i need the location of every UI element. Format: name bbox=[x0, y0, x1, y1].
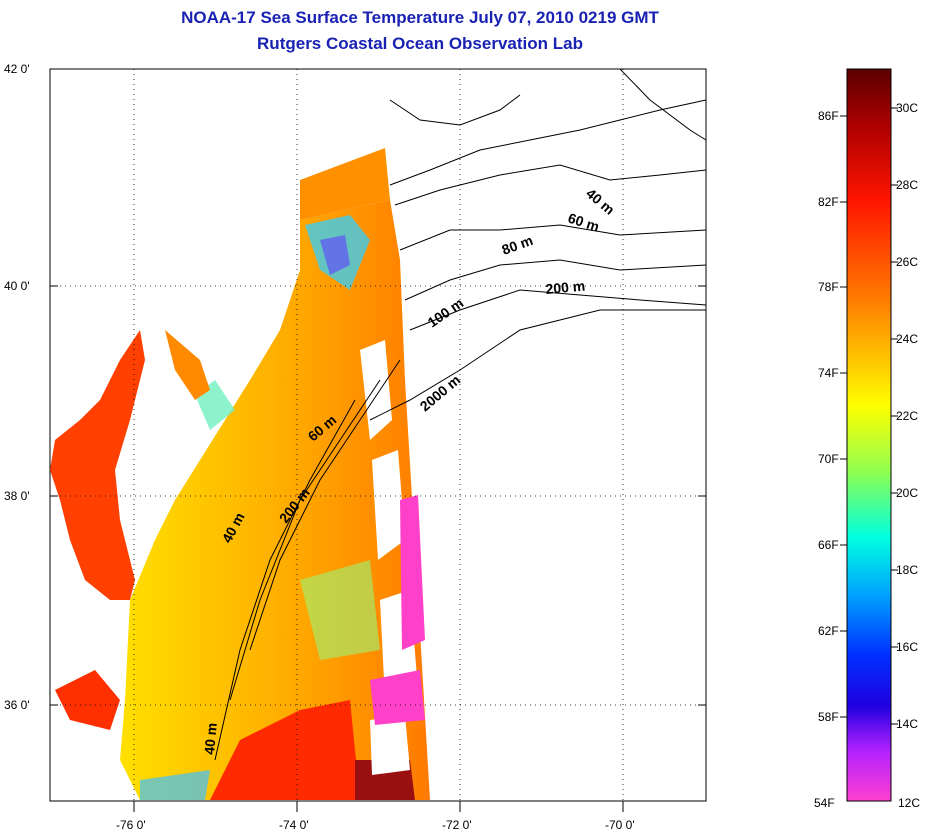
sst-swath bbox=[120, 148, 430, 800]
celsius-label: 26C bbox=[896, 255, 918, 269]
celsius-label: 22C bbox=[896, 409, 918, 423]
lat-label: 38 0' bbox=[4, 489, 30, 503]
celsius-label: 16C bbox=[896, 640, 918, 654]
lon-label: -72 0' bbox=[442, 818, 472, 832]
contour-label: 200 m bbox=[545, 278, 586, 297]
fahrenheit-label: 86F bbox=[818, 109, 839, 123]
lat-label: 40 0' bbox=[4, 279, 30, 293]
fahrenheit-label: 62F bbox=[818, 624, 839, 638]
contour-label: 40 m bbox=[201, 722, 220, 755]
fahrenheit-label: 54F bbox=[814, 796, 835, 810]
map-title: NOAA-17 Sea Surface Temperature July 07,… bbox=[181, 8, 659, 27]
map-subtitle: Rutgers Coastal Ocean Observation Lab bbox=[257, 34, 583, 53]
fahrenheit-label: 58F bbox=[818, 710, 839, 724]
graticule bbox=[50, 69, 706, 801]
celsius-label: 18C bbox=[896, 563, 918, 577]
colorbar bbox=[846, 68, 892, 802]
lon-label: -76 0' bbox=[116, 818, 146, 832]
fahrenheit-label: 70F bbox=[818, 452, 839, 466]
celsius-label: 20C bbox=[896, 486, 918, 500]
fahrenheit-label: 66F bbox=[818, 538, 839, 552]
celsius-label: 24C bbox=[896, 332, 918, 346]
celsius-label: 30C bbox=[896, 101, 918, 115]
lon-label: -70 0' bbox=[605, 818, 635, 832]
celsius-label: 12C bbox=[898, 796, 920, 810]
lat-label: 36 0' bbox=[4, 698, 30, 712]
estuaries bbox=[50, 330, 210, 730]
celsius-label: 14C bbox=[896, 717, 918, 731]
fahrenheit-label: 78F bbox=[818, 280, 839, 294]
lon-label: -74 0' bbox=[279, 818, 309, 832]
fahrenheit-label: 82F bbox=[818, 195, 839, 209]
bathymetry-contours bbox=[214, 68, 707, 761]
lat-label: 42 0' bbox=[4, 62, 30, 76]
colorbar-ticks bbox=[840, 107, 898, 725]
celsius-label: 28C bbox=[896, 178, 918, 192]
fahrenheit-label: 74F bbox=[818, 366, 839, 380]
